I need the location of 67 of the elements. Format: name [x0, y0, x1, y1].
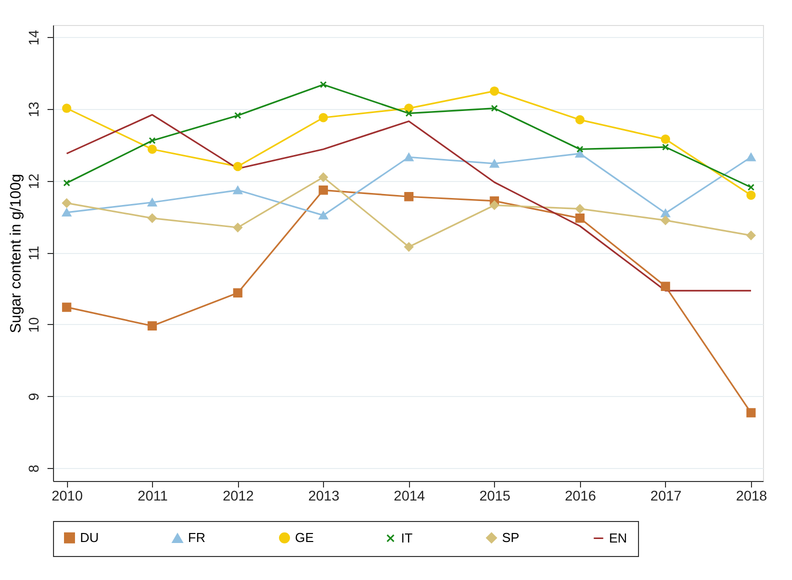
line-series: [66, 114, 752, 292]
legend-label: GE: [295, 530, 314, 545]
point: [660, 209, 670, 218]
point: [148, 321, 157, 331]
point: [746, 230, 756, 240]
point: [62, 198, 72, 208]
point: [490, 104, 498, 112]
point: [233, 162, 242, 172]
point: [233, 222, 242, 232]
point: [575, 204, 585, 214]
point: [746, 408, 756, 418]
point: [320, 81, 327, 88]
point: [662, 144, 669, 151]
legend-label: FR: [188, 530, 206, 546]
point: [62, 104, 72, 113]
x-tick-label: 2017: [650, 488, 682, 504]
point: [576, 146, 584, 153]
point: [490, 86, 500, 96]
point: [63, 180, 70, 186]
point: [660, 134, 670, 144]
point: [575, 149, 585, 158]
y-tick-label: 8: [26, 464, 42, 472]
point: [233, 288, 242, 298]
x-tick-label: 2010: [52, 488, 83, 504]
point: [148, 144, 157, 154]
point: [660, 216, 670, 225]
point: [62, 208, 72, 217]
x-tick-label: 2014: [394, 488, 426, 504]
point: [660, 282, 670, 292]
x-tick-label: 2015: [479, 488, 511, 504]
y-tick-label: 9: [26, 392, 42, 401]
x-tick-label: 2013: [308, 488, 340, 504]
y-tick-label: 10: [26, 316, 42, 333]
legend-label: SP: [502, 530, 520, 545]
y-tick-label: 11: [26, 246, 42, 260]
point: [234, 112, 242, 119]
y-tick-label: 12: [26, 173, 42, 190]
point: [62, 302, 72, 312]
point: [405, 110, 412, 117]
x-tick-label: 2011: [138, 488, 168, 504]
x-tick-label: 2012: [222, 488, 254, 504]
point: [148, 137, 156, 144]
x-tick-label: 2018: [736, 488, 768, 504]
point: [490, 159, 500, 168]
x-tick-label: 2016: [564, 488, 596, 504]
point: [490, 200, 500, 210]
legend-label: DU: [80, 530, 99, 545]
point: [746, 190, 756, 200]
legend-label: IT: [401, 530, 413, 546]
point: [404, 192, 414, 202]
point: [318, 113, 328, 122]
point: [404, 242, 414, 252]
point: [318, 186, 328, 195]
point: [575, 115, 585, 124]
point: [148, 214, 157, 223]
point: [575, 214, 585, 223]
point: [746, 153, 756, 162]
point: [748, 184, 754, 191]
point: [148, 198, 157, 206]
point: [404, 153, 414, 162]
y-tick-label: 13: [26, 102, 42, 118]
point: [318, 172, 328, 182]
y-axis-title: Sugar content in g/100g: [8, 174, 24, 334]
legend-label: EN: [609, 530, 628, 546]
point: [318, 211, 328, 220]
point: [233, 186, 242, 194]
y-tick-label: 14: [26, 30, 42, 46]
